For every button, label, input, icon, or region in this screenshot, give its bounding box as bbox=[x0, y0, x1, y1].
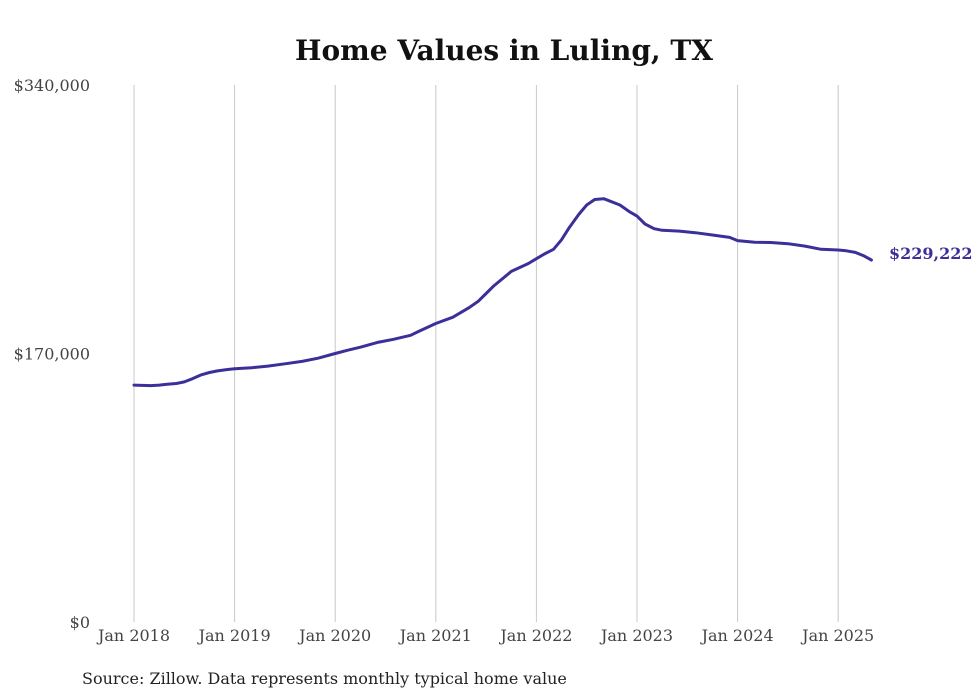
gridlines bbox=[133, 85, 839, 622]
x-tick-label: Jan 2023 bbox=[599, 626, 673, 645]
source-note: Source: Zillow. Data represents monthly … bbox=[82, 669, 567, 688]
x-tick-label: Jan 2021 bbox=[398, 626, 472, 645]
y-tick-label: $0 bbox=[70, 613, 90, 632]
y-axis-ticks: $0 $170,000 $340,000 bbox=[14, 76, 90, 632]
x-tick-label: Jan 2022 bbox=[498, 626, 572, 645]
end-value-label: $229,222 bbox=[889, 244, 973, 263]
x-axis-ticks: Jan 2018 Jan 2019 Jan 2020 Jan 2021 Jan 2022… bbox=[96, 626, 874, 645]
y-tick-label: $170,000 bbox=[14, 345, 90, 364]
x-tick-label: Jan 2025 bbox=[800, 626, 874, 645]
x-tick-label: Jan 2018 bbox=[96, 626, 170, 645]
y-tick-label: $340,000 bbox=[14, 76, 90, 95]
x-tick-label: Jan 2020 bbox=[297, 626, 371, 645]
chart-title: Home Values in Luling, TX bbox=[295, 34, 713, 67]
series-line-home-value bbox=[132, 197, 873, 388]
x-tick-label: Jan 2024 bbox=[700, 626, 774, 645]
x-tick-label: Jan 2019 bbox=[197, 626, 271, 645]
